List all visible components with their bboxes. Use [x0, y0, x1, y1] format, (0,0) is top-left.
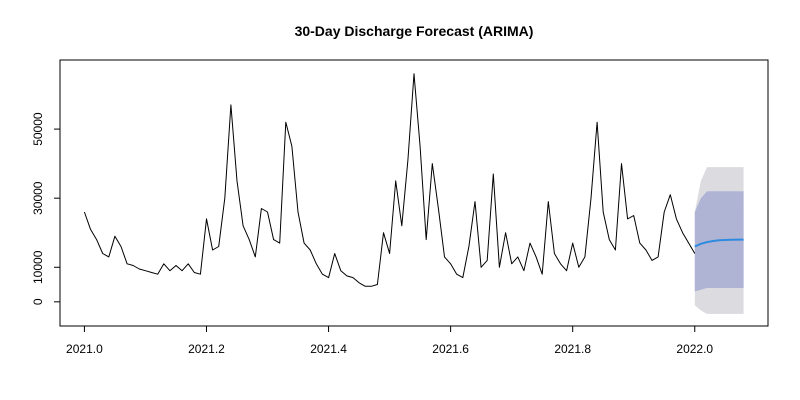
x-tick-label: 2021.8	[554, 342, 591, 356]
y-tick-label: 30000	[31, 181, 45, 215]
plot-frame	[59, 59, 769, 327]
observed-line	[83, 73, 696, 287]
x-tick-label: 2021.2	[188, 342, 225, 356]
x-tick-label: 2021.6	[432, 342, 469, 356]
x-axis: 2021.0 2021.2 2021.4 2021.6 2021.8 2022.0	[66, 325, 713, 356]
y-tick-label: 50000	[31, 112, 45, 146]
observed-series	[83, 73, 696, 287]
y-tick-label: 0	[31, 298, 45, 305]
y-axis: 0 10000 30000 50000	[31, 112, 61, 305]
x-tick-label: 2021.0	[66, 342, 103, 356]
forecast-series	[694, 238, 744, 248]
forecast-line	[694, 238, 744, 248]
chart-title: 30-Day Discharge Forecast (ARIMA)	[295, 23, 534, 39]
x-tick-label: 2022.0	[676, 342, 713, 356]
x-tick-label: 2021.4	[310, 342, 347, 356]
y-tick-label: 10000	[31, 250, 45, 284]
inner-interval-band	[694, 191, 744, 292]
